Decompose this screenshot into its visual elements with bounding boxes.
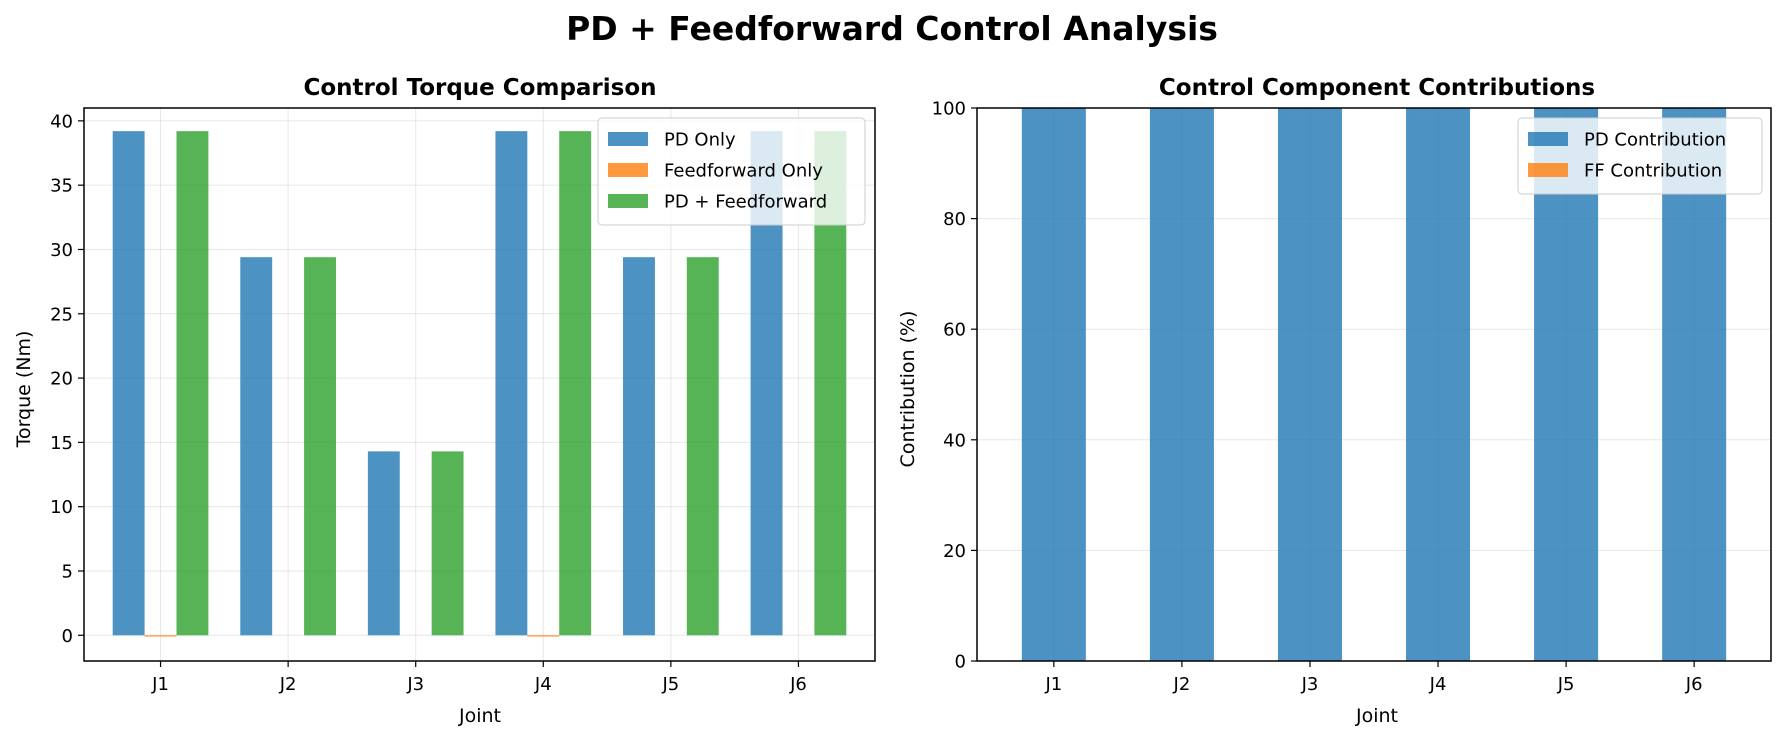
- torque-xtick-label: J6: [789, 674, 807, 695]
- torque-legend-swatch: [608, 163, 648, 177]
- torque-ytick-label: 0: [62, 626, 73, 647]
- torque-ytick-label: 10: [50, 497, 73, 518]
- torque-xtick-label: J1: [151, 674, 169, 695]
- torque-legend-swatch: [608, 194, 648, 208]
- torque-frame: [83, 107, 876, 662]
- contribution-ytick-label: 60: [943, 320, 966, 341]
- torque-axes: 0 5 10 15 20 25 30 35 40 J1 J2 J3 J4 J5 J6: [50, 111, 807, 695]
- contribution-ytick-label: 80: [943, 209, 966, 230]
- torque-ytick-label: 25: [50, 304, 73, 325]
- contribution-xtick-label: J4: [1429, 674, 1447, 695]
- contribution-frame: [976, 107, 1772, 662]
- contribution-xtick-label: J6: [1685, 674, 1703, 695]
- contribution-bar: [1277, 108, 1342, 661]
- torque-legend-box: [597, 117, 866, 226]
- torque-legend-label: Feedforward Only: [664, 161, 823, 182]
- torque-bar: [304, 257, 336, 636]
- torque-xtick-label: J3: [406, 674, 424, 695]
- contribution-chart-xlabel: Joint: [1355, 705, 1398, 727]
- torque-xtick-label: J5: [661, 674, 679, 695]
- torque-chart-ylabel: Torque (Nm): [13, 331, 35, 449]
- torque-legend-label: PD Only: [664, 130, 736, 151]
- torque-bar: [112, 131, 145, 636]
- torque-ytick-label: 30: [50, 240, 73, 261]
- torque-bar: [367, 451, 400, 636]
- torque-bar: [527, 635, 560, 637]
- torque-ytick-label: 35: [50, 176, 73, 197]
- contribution-xtick-label: J5: [1557, 674, 1575, 695]
- contribution-bar: [1662, 108, 1727, 661]
- contribution-ytick-label: 0: [955, 652, 966, 673]
- torque-ytick-label: 15: [50, 433, 73, 454]
- contribution-xtick-label: J1: [1044, 674, 1062, 695]
- contribution-bar: [1149, 108, 1214, 661]
- contribution-legend-label: PD Contribution: [1584, 130, 1726, 151]
- torque-ytick-label: 40: [50, 111, 73, 132]
- torque-bar: [144, 635, 177, 637]
- figure-title: PD + Feedforward Control Analysis: [566, 9, 1218, 48]
- contribution-bar: [1406, 108, 1471, 661]
- contribution-axes: 0 20 40 60 80 100 J1 J2 J3 J4 J5 J6: [932, 99, 1703, 696]
- contribution-legend: PD Contribution FF Contribution: [1517, 117, 1763, 195]
- contribution-bar: [1534, 108, 1599, 661]
- torque-bar: [495, 131, 528, 636]
- contribution-legend-swatch: [1528, 132, 1568, 146]
- torque-xtick-label: J2: [279, 674, 297, 695]
- torque-grid: [84, 108, 875, 661]
- torque-ytick-label: 5: [62, 561, 73, 582]
- contribution-ytick-label: 20: [943, 541, 966, 562]
- torque-chart-xlabel: Joint: [458, 705, 501, 727]
- contribution-legend-label: FF Contribution: [1584, 161, 1722, 182]
- torque-bar: [431, 451, 464, 636]
- torque-legend-label: PD + Feedforward: [664, 192, 827, 213]
- contribution-ytick-label: 40: [943, 430, 966, 451]
- torque-xtick-label: J4: [534, 674, 552, 695]
- torque-legend-swatch: [608, 132, 648, 146]
- contribution-xtick-label: J3: [1301, 674, 1319, 695]
- torque-bar: [240, 257, 273, 636]
- contribution-bar: [1021, 108, 1086, 661]
- contribution-ytick-label: 100: [932, 99, 966, 120]
- contribution-xtick-label: J2: [1173, 674, 1191, 695]
- contribution-chart-title: Control Component Contributions: [1159, 75, 1595, 101]
- contribution-chart: Control Component Contributions Joint Co…: [897, 75, 1772, 727]
- torque-bar: [686, 257, 719, 636]
- contribution-bars: [1021, 108, 1727, 661]
- torque-chart-title: Control Torque Comparison: [303, 75, 656, 101]
- torque-ytick-label: 20: [50, 369, 73, 390]
- torque-legend: PD Only Feedforward Only PD + Feedforward: [597, 117, 866, 226]
- contribution-legend-box: [1517, 117, 1763, 195]
- contribution-chart-ylabel: Contribution (%): [897, 311, 919, 468]
- torque-bar: [623, 257, 655, 636]
- torque-bar: [176, 131, 209, 636]
- contribution-legend-swatch: [1528, 163, 1568, 177]
- torque-bar: [559, 131, 592, 636]
- torque-comparison-chart: Control Torque Comparison Joint Torque (…: [13, 75, 876, 727]
